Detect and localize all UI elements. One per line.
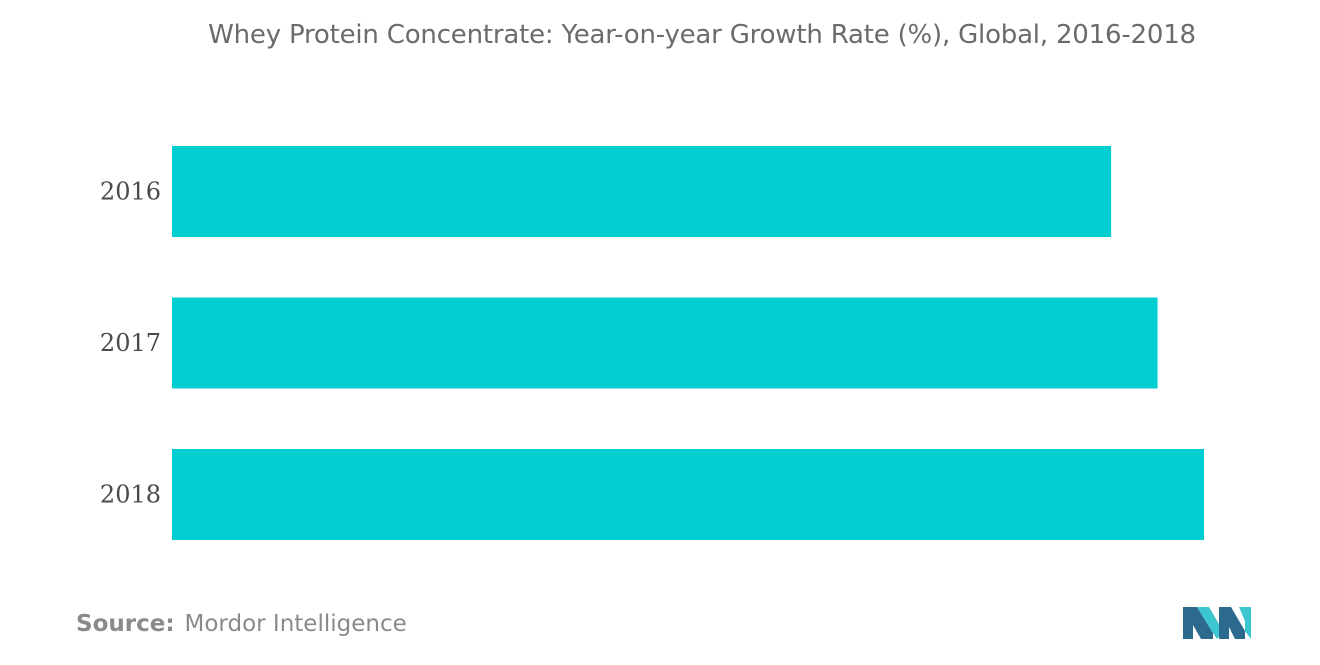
bar-chart: 2016 2017 2018 (100, 146, 1204, 540)
bar-2016 (172, 146, 1112, 237)
category-label-2017: 2017 (100, 329, 161, 357)
source-key: Source: (76, 611, 175, 637)
bar-2017 (172, 297, 1158, 389)
chart-title: Whey Protein Concentrate: Year-on-year G… (208, 20, 1196, 50)
category-label-2018: 2018 (100, 481, 161, 509)
source-value: Mordor Intelligence (184, 611, 407, 637)
bar-2018 (172, 449, 1204, 540)
category-label-2016: 2016 (100, 178, 161, 206)
mordor-intelligence-logo-icon (1183, 607, 1251, 639)
source-note: Source: Mordor Intelligence (76, 611, 407, 637)
